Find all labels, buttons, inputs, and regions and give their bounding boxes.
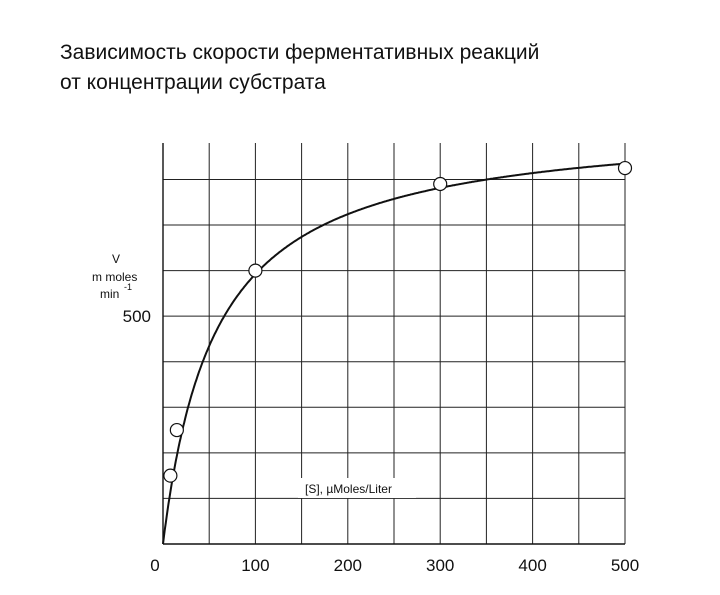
x-tick-label: 300 [426, 556, 454, 575]
y-axis-label: V m moles min -1 [92, 252, 137, 301]
x-tick-labels: 0 100 200 300 400 500 [150, 556, 639, 575]
chart-title: Зависимость скорости ферментативных реак… [60, 38, 680, 98]
x-tick-label: 400 [518, 556, 546, 575]
y-tick-label: 500 [123, 307, 151, 326]
data-point [433, 176, 448, 192]
data-point [163, 468, 178, 483]
chart-title-line-1: Зависимость скорости ферментативных реак… [60, 41, 540, 64]
y-axis-label-exponent: -1 [124, 282, 132, 292]
data-point [617, 160, 633, 176]
y-tick-labels: 500 [123, 307, 151, 326]
x-axis-label: [S], µMoles/Liter [305, 482, 392, 496]
x-tick-label: 0 [150, 556, 159, 575]
data-point [248, 263, 263, 278]
data-point [169, 422, 184, 438]
x-tick-label: 500 [611, 556, 639, 575]
y-axis-label-min: min [100, 287, 119, 301]
saturation-curve [162, 162, 626, 545]
data-points [163, 160, 633, 483]
x-axis-label-bg [298, 478, 416, 498]
chart-title-line-2: от концентрации субстрата [60, 71, 326, 94]
axes [162, 143, 625, 545]
y-axis-label-mmoles: m moles [92, 270, 137, 284]
x-tick-label: 100 [241, 556, 269, 575]
x-tick-label: 200 [334, 556, 362, 575]
y-axis-label-v: V [112, 252, 120, 266]
grid-lines [163, 143, 626, 544]
